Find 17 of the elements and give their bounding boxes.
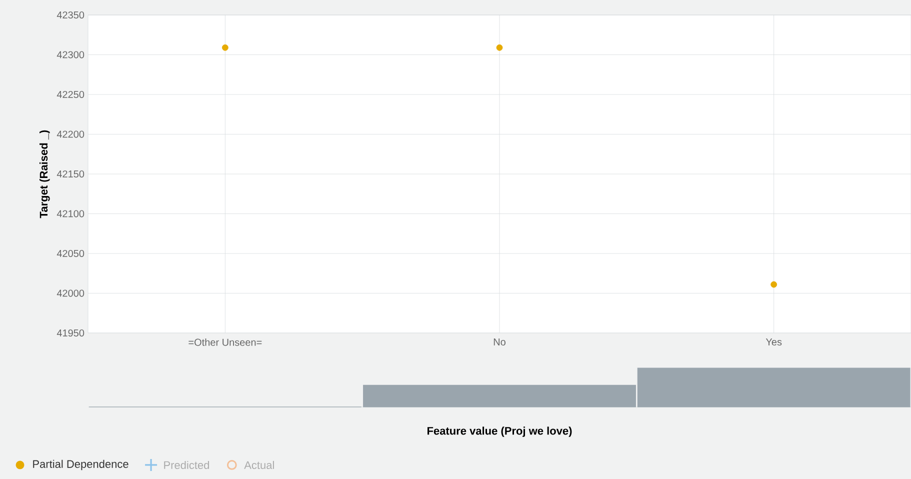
- y-tick-label: 42300: [56, 51, 84, 58]
- y-tick-label: 42250: [56, 90, 84, 98]
- y-tick-label: 42000: [56, 290, 84, 297]
- y-tick-label: 41950: [56, 329, 84, 337]
- legend-label: Predicted: [164, 460, 209, 470]
- x-tick-label: =Other Unseen=: [188, 338, 262, 346]
- y-tick-label: 42050: [56, 250, 84, 258]
- legend-label: Actual: [244, 460, 274, 470]
- y-tick-label: 42350: [56, 11, 84, 19]
- x-tick-label: Yes: [766, 338, 782, 346]
- legend-label: Partial Dependence: [33, 460, 128, 470]
- y-tick-label: 42200: [56, 130, 84, 138]
- y-tick-label: 42100: [56, 210, 84, 218]
- x-axis-title: Feature value (Proj we love): [427, 426, 572, 437]
- y-tick-label: 42150: [56, 170, 84, 178]
- y-axis-title: Target (Raised _): [40, 130, 50, 218]
- x-tick-label: No: [494, 338, 506, 346]
